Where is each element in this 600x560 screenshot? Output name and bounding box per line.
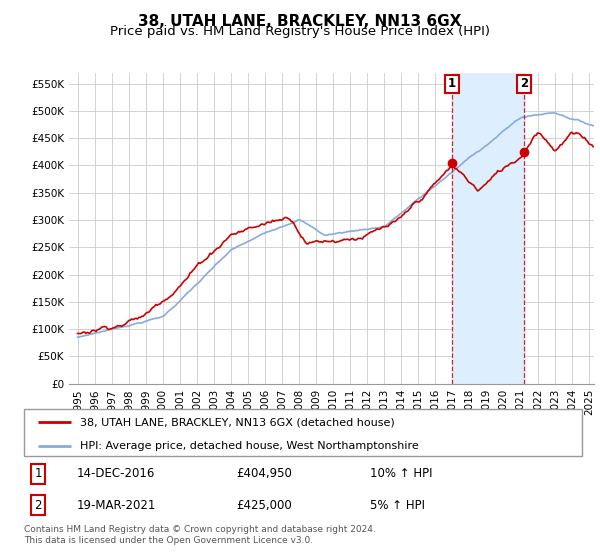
Text: 19-MAR-2021: 19-MAR-2021: [77, 498, 157, 512]
Text: HPI: Average price, detached house, West Northamptonshire: HPI: Average price, detached house, West…: [80, 441, 419, 451]
Text: Price paid vs. HM Land Registry's House Price Index (HPI): Price paid vs. HM Land Registry's House …: [110, 25, 490, 38]
Text: £425,000: £425,000: [236, 498, 292, 512]
Text: 10% ↑ HPI: 10% ↑ HPI: [370, 468, 433, 480]
Text: 2: 2: [34, 498, 42, 512]
FancyBboxPatch shape: [24, 409, 582, 456]
Text: 38, UTAH LANE, BRACKLEY, NN13 6GX: 38, UTAH LANE, BRACKLEY, NN13 6GX: [139, 14, 461, 29]
Text: 38, UTAH LANE, BRACKLEY, NN13 6GX (detached house): 38, UTAH LANE, BRACKLEY, NN13 6GX (detac…: [80, 417, 395, 427]
Bar: [452, 73, 524, 384]
Text: £404,950: £404,950: [236, 468, 292, 480]
Text: 2: 2: [520, 77, 529, 91]
Text: Contains HM Land Registry data © Crown copyright and database right 2024.
This d: Contains HM Land Registry data © Crown c…: [24, 525, 376, 545]
Text: 14-DEC-2016: 14-DEC-2016: [77, 468, 155, 480]
Text: 5% ↑ HPI: 5% ↑ HPI: [370, 498, 425, 512]
Text: 1: 1: [448, 77, 456, 91]
Text: 1: 1: [34, 468, 42, 480]
